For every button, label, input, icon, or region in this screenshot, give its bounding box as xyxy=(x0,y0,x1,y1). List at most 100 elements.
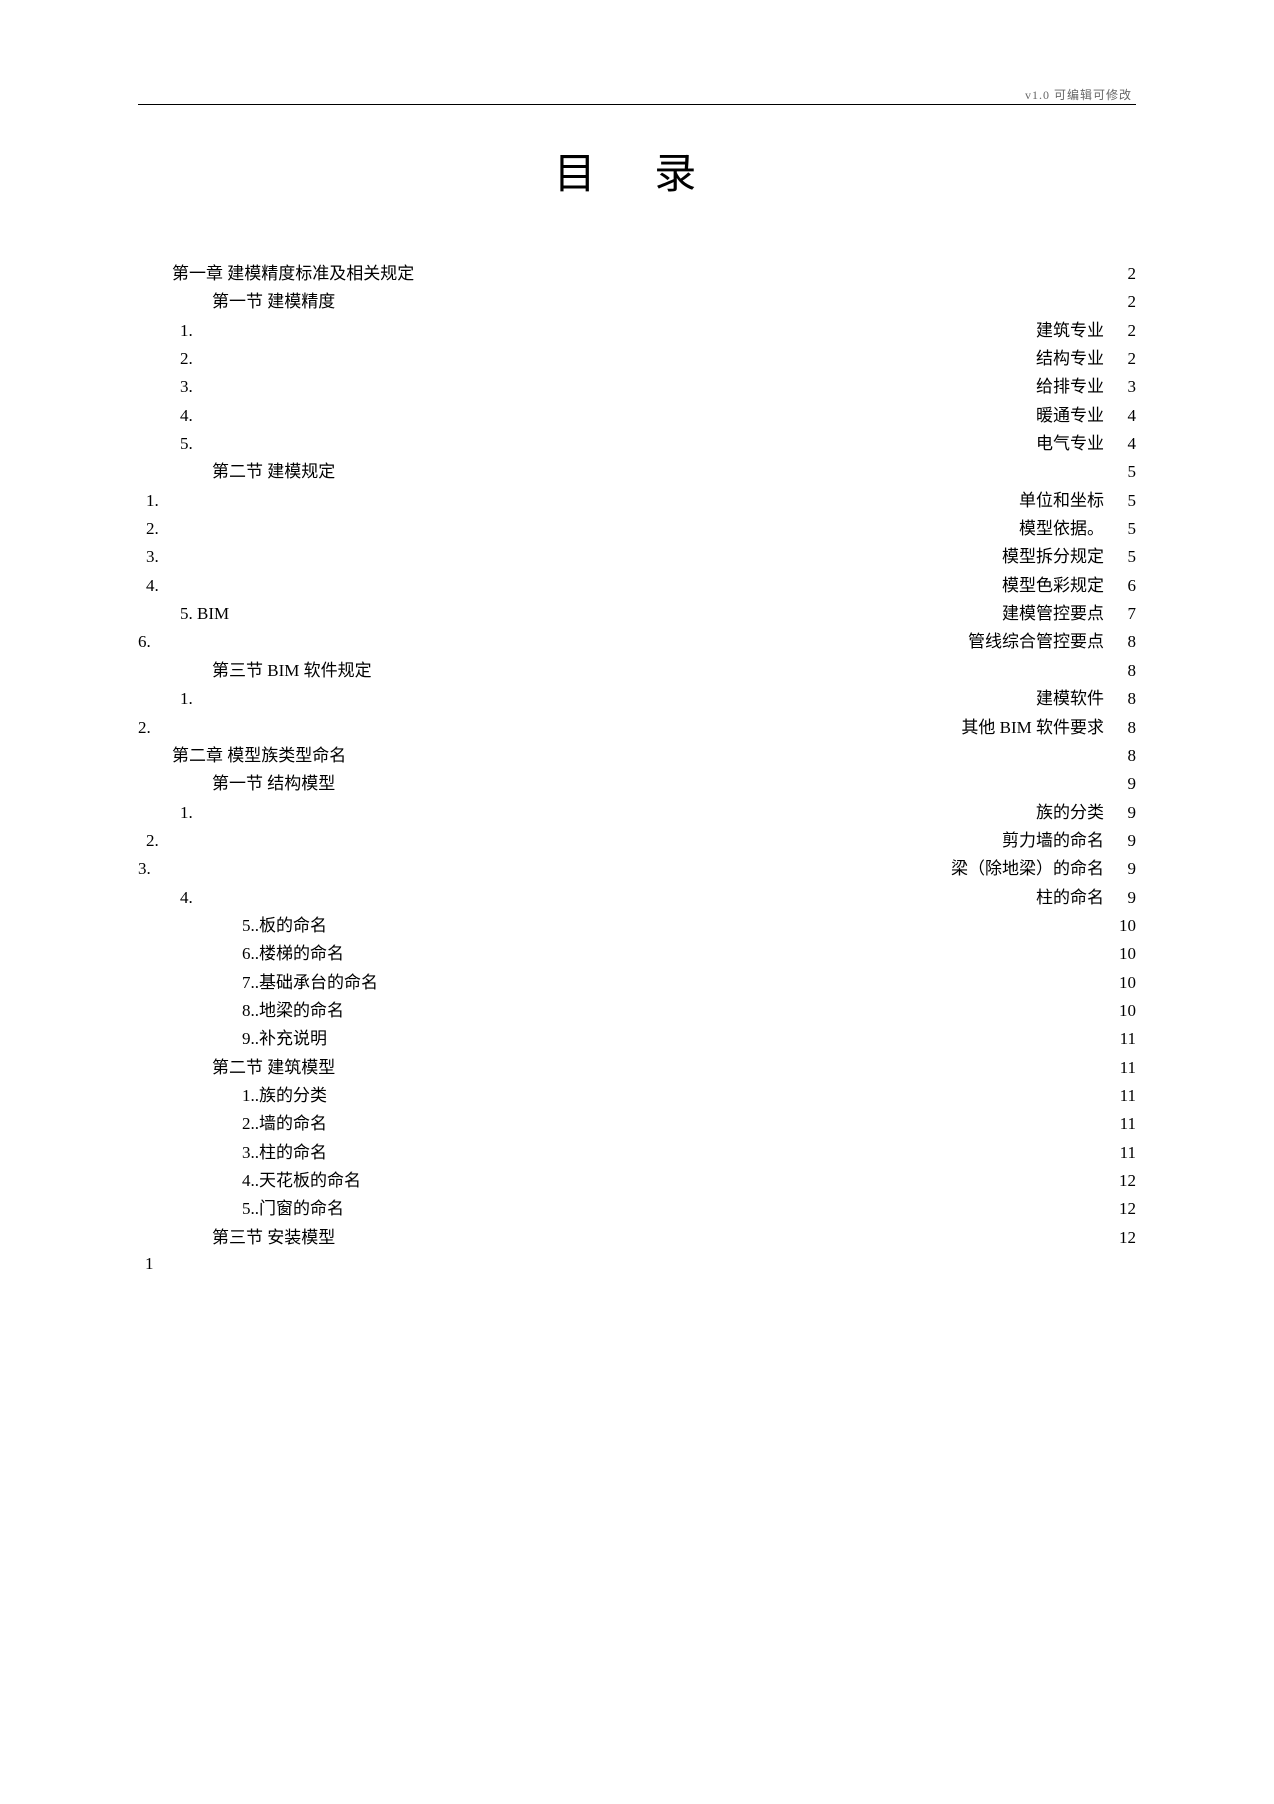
toc-entry: 4. 暖通专业 4 xyxy=(138,403,1136,429)
toc-right-text: 梁（除地梁）的命名 xyxy=(951,856,1104,882)
toc-label: 4. xyxy=(180,885,193,911)
toc-entry: 4.模型色彩规定6 xyxy=(138,573,1136,599)
toc-label: 3. xyxy=(146,544,159,570)
toc-entry: 3.给排专业3 xyxy=(138,374,1136,400)
footer-page-number: 1 xyxy=(145,1254,154,1274)
toc-right-text: 建模软件 xyxy=(1036,686,1104,712)
toc-page-number: 9 xyxy=(1114,885,1136,911)
toc-entry: 第二节 建筑模型11 xyxy=(138,1055,1136,1081)
toc-page-number: 5 xyxy=(1114,488,1136,514)
toc-entry: 5. 电气专业 4 xyxy=(138,431,1136,457)
toc-label: 5. xyxy=(180,431,193,457)
toc-entry: 2.其他 BIM 软件要求8 xyxy=(138,715,1136,741)
toc-label: 5. BIM xyxy=(180,601,229,627)
toc-label: 5..板的命名 xyxy=(242,913,327,939)
toc-page-number: 4 xyxy=(1114,431,1136,457)
toc-label: 第三节 安装模型 xyxy=(212,1225,335,1251)
toc-label: 9..补充说明 xyxy=(242,1026,327,1052)
toc-page-number: 5 xyxy=(1114,544,1136,570)
toc-right-text: 其他 BIM 软件要求 xyxy=(961,715,1104,741)
toc-label: 2..墙的命名 xyxy=(242,1111,327,1137)
toc-page-number: 9 xyxy=(1114,800,1136,826)
toc-label: 第二节 建筑模型 xyxy=(212,1055,335,1081)
toc-entry: 5. BIM 建模管控要点 7 xyxy=(138,601,1136,627)
toc-label: 第一章 建模精度标准及相关规定 xyxy=(172,261,414,287)
toc-right-text: 结构专业 xyxy=(1036,346,1104,372)
toc-entry: 3..柱的命名11 xyxy=(138,1140,1136,1166)
toc-page-number: 12 xyxy=(1114,1168,1136,1194)
toc-page-number: 8 xyxy=(1114,629,1136,655)
toc-page-number: 8 xyxy=(1114,743,1136,769)
toc-entry: 9..补充说明 11 xyxy=(138,1026,1136,1052)
toc-entry: 第二节 建模规定5 xyxy=(138,459,1136,485)
toc-entry: 6..楼梯的命名 10 xyxy=(138,941,1136,967)
toc-entry: 第一节 结构模型9 xyxy=(138,771,1136,797)
toc-page-number: 11 xyxy=(1114,1083,1136,1109)
toc-label: 4. xyxy=(146,573,159,599)
toc-page-number: 4 xyxy=(1114,403,1136,429)
toc-page-number: 11 xyxy=(1114,1026,1136,1052)
toc-right-text: 管线综合管控要点 xyxy=(968,629,1104,655)
toc-right-text: 暖通专业 xyxy=(1036,403,1104,429)
toc-entry: 2.剪力墙的命名9 xyxy=(138,828,1136,854)
toc-entry: 第一章 建模精度标准及相关规定2 xyxy=(138,261,1136,287)
toc-label: 1..族的分类 xyxy=(242,1083,327,1109)
header-meta: v1.0 可编辑可修改 xyxy=(1025,86,1132,103)
toc-page-number: 10 xyxy=(1114,941,1136,967)
toc-label: 3..柱的命名 xyxy=(242,1140,327,1166)
toc-page-number: 9 xyxy=(1114,828,1136,854)
toc-entry: 8..地梁的命名 10 xyxy=(138,998,1136,1024)
toc-label: 1. xyxy=(146,488,159,514)
toc-label: 第一节 建模精度 xyxy=(212,289,335,315)
toc-entry: 1..族的分类 11 xyxy=(138,1083,1136,1109)
toc-page-number: 10 xyxy=(1114,970,1136,996)
toc-page-number: 8 xyxy=(1114,658,1136,684)
toc-label: 第二章 模型族类型命名 xyxy=(172,743,346,769)
toc-entry: 第一节 建模精度 2 xyxy=(138,289,1136,315)
toc-page-number: 12 xyxy=(1114,1196,1136,1222)
toc-entry: 4. 柱的命名 9 xyxy=(138,885,1136,911)
toc-label: 5..门窗的命名 xyxy=(242,1196,344,1222)
toc-entry: 1.单位和坐标5 xyxy=(138,488,1136,514)
toc-page-number: 2 xyxy=(1114,346,1136,372)
document-page: v1.0 可编辑可修改 目 录 第一章 建模精度标准及相关规定2第一节 建模精度… xyxy=(0,0,1274,1804)
toc-page-number: 9 xyxy=(1114,771,1136,797)
toc-label: 6..楼梯的命名 xyxy=(242,941,344,967)
toc-page-number: 7 xyxy=(1114,601,1136,627)
toc-right-text: 族的分类 xyxy=(1036,800,1104,826)
toc-label: 4. xyxy=(180,403,193,429)
toc-page-number: 12 xyxy=(1114,1225,1136,1251)
toc-label: 4..天花板的命名 xyxy=(242,1168,361,1194)
toc-label: 3. xyxy=(180,374,193,400)
toc-right-text: 电气专业 xyxy=(1036,431,1104,457)
toc-right-text: 建模管控要点 xyxy=(1002,601,1104,627)
toc-entry: 第三节 安装模型 12 xyxy=(138,1225,1136,1251)
toc-label: 7..基础承台的命名 xyxy=(242,970,378,996)
toc-label: 8..地梁的命名 xyxy=(242,998,344,1024)
toc-label: 2. xyxy=(180,346,193,372)
toc-label: 1. xyxy=(180,800,193,826)
page-title: 目 录 xyxy=(108,140,1166,201)
toc-entry: 1.建筑专业2 xyxy=(138,318,1136,344)
toc-label: 1. xyxy=(180,686,193,712)
header-rule xyxy=(138,104,1136,105)
toc-entry: 7..基础承台的命名 10 xyxy=(138,970,1136,996)
toc-entry: 2.模型依据。5 xyxy=(138,516,1136,542)
toc-page-number: 8 xyxy=(1114,686,1136,712)
toc-entry: 4..天花板的命名 12 xyxy=(138,1168,1136,1194)
toc-page-number: 3 xyxy=(1114,374,1136,400)
toc-page-number: 2 xyxy=(1114,289,1136,315)
toc-right-text: 剪力墙的命名 xyxy=(1002,828,1104,854)
toc-page-number: 11 xyxy=(1114,1111,1136,1137)
table-of-contents: 第一章 建模精度标准及相关规定2第一节 建模精度21.建筑专业22.结构专业23… xyxy=(138,261,1136,1251)
toc-page-number: 9 xyxy=(1114,856,1136,882)
toc-page-number: 6 xyxy=(1114,573,1136,599)
toc-entry: 2..墙的命名 11 xyxy=(138,1111,1136,1137)
toc-page-number: 10 xyxy=(1114,998,1136,1024)
toc-right-text: 建筑专业 xyxy=(1036,318,1104,344)
toc-label: 第三节 BIM 软件规定 xyxy=(212,658,372,684)
toc-page-number: 5 xyxy=(1114,516,1136,542)
toc-right-text: 柱的命名 xyxy=(1036,885,1104,911)
toc-label: 3. xyxy=(138,856,151,882)
toc-entry: 5..板的命名10 xyxy=(138,913,1136,939)
